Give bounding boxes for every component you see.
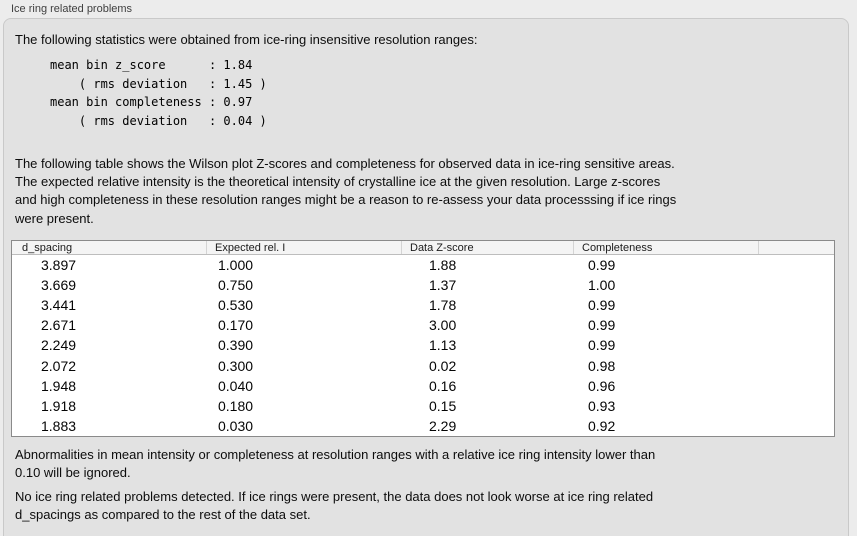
table-cell: 0.99	[588, 337, 616, 354]
table-header-row: d_spacing Expected rel. I Data Z-score Comp…	[12, 241, 834, 255]
table-cell: 0.02	[429, 357, 457, 374]
table-cell: 0.93	[588, 397, 616, 414]
column-header-d-spacing[interactable]: d_spacing	[22, 241, 73, 254]
table-note-text: The following table shows the Wilson plo…	[15, 156, 677, 226]
table-row[interactable]: 3.441 0.530 1.78 0.99	[12, 295, 834, 315]
table-cell: 1.88	[429, 257, 457, 274]
column-header-completeness[interactable]: Completeness	[573, 241, 758, 254]
table-row[interactable]: 3.897 1.000 1.88 0.99	[12, 255, 834, 275]
table-cell: 2.072	[41, 357, 77, 374]
table-cell: 1.000	[218, 257, 254, 274]
table-cell: 3.00	[429, 317, 457, 334]
table-cell: 2.671	[41, 317, 77, 334]
table-cell: 0.170	[218, 317, 254, 334]
column-header-filler	[758, 241, 834, 254]
table-row[interactable]: 2.249 0.390 1.13 0.99	[12, 335, 834, 355]
table-cell: 1.37	[429, 277, 457, 294]
table-cell: 1.78	[429, 297, 457, 314]
table-cell: 3.669	[41, 277, 77, 294]
table-row[interactable]: 1.918 0.180 0.15 0.93	[12, 396, 834, 416]
table-cell: 3.441	[41, 297, 77, 314]
table-cell: 1.918	[41, 397, 77, 414]
table-cell: 3.897	[41, 257, 77, 274]
intro-text: The following statistics were obtained f…	[15, 32, 478, 47]
table-cell: 0.530	[218, 297, 254, 314]
table-cell: 0.16	[429, 377, 457, 394]
table-cell: 1.00	[588, 277, 616, 294]
ignore-note-text: Abnormalities in mean intensity or compl…	[15, 447, 656, 481]
table-row[interactable]: 3.669 0.750 1.37 1.00	[12, 275, 834, 295]
table-cell: 1.948	[41, 377, 77, 394]
table-cell: 1.13	[429, 337, 457, 354]
ice-ring-table: d_spacing Expected rel. I Data Z-score Comp…	[11, 240, 835, 437]
table-row[interactable]: 2.671 0.170 3.00 0.99	[12, 315, 834, 335]
conclusion-text: No ice ring related problems detected. I…	[15, 489, 654, 523]
table-body: 3.897 1.000 1.88 0.99 3.669 0.750 1.37 1.00 3.44…	[12, 255, 834, 436]
table-cell: 0.96	[588, 377, 616, 394]
table-row[interactable]: 1.883 0.030 2.29 0.92	[12, 416, 834, 436]
table-cell: 0.180	[218, 397, 254, 414]
table-cell: 0.99	[588, 317, 616, 334]
column-header-data-z-score[interactable]: Data Z-score	[401, 241, 573, 254]
panel-title: Ice ring related problems	[11, 3, 133, 15]
table-cell: 0.99	[588, 257, 616, 274]
table-cell: 0.750	[218, 277, 254, 294]
stats-block: mean bin z_score : 1.84 ( rms deviation …	[50, 58, 267, 128]
table-cell: 0.99	[588, 297, 616, 314]
table-cell: 0.030	[218, 417, 254, 434]
column-header-expected-rel-i[interactable]: Expected rel. I	[206, 241, 401, 254]
table-cell: 0.300	[218, 357, 254, 374]
table-cell: 0.98	[588, 357, 616, 374]
table-cell: 2.29	[429, 417, 457, 434]
table-cell: 0.92	[588, 417, 616, 434]
table-row[interactable]: 2.072 0.300 0.02 0.98	[12, 355, 834, 375]
table-cell: 0.15	[429, 397, 457, 414]
table-cell: 1.883	[41, 417, 77, 434]
table-cell: 0.040	[218, 377, 254, 394]
table-row[interactable]: 1.948 0.040 0.16 0.96	[12, 376, 834, 396]
table-cell: 2.249	[41, 337, 77, 354]
table-cell: 0.390	[218, 337, 254, 354]
